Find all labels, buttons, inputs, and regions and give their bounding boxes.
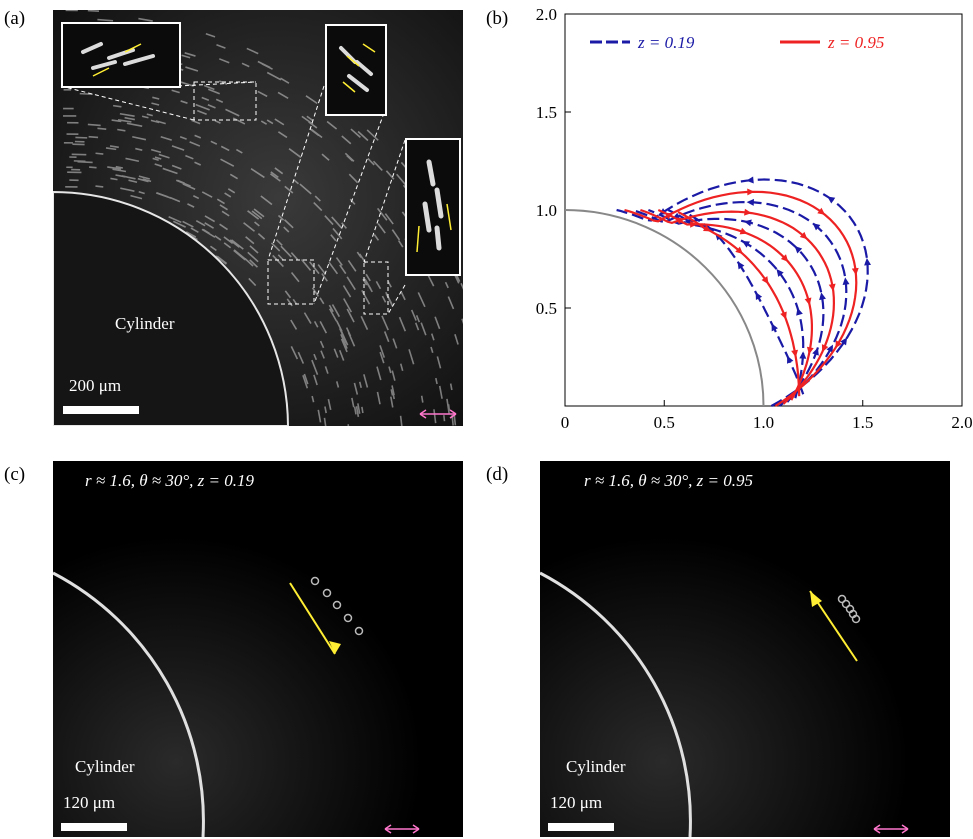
- panel-c-velocity-arrow: [289, 582, 336, 655]
- series-0-loop-4-arrowhead: [737, 261, 745, 270]
- series-0-loop-3-arrowhead: [799, 351, 807, 359]
- x-tick-label: 2.0: [951, 413, 972, 432]
- panel-d-scale-label: 120 μm: [550, 793, 603, 812]
- series-0-loop-3-arrowhead: [776, 269, 784, 277]
- series-0-loop-4-arrowhead: [787, 355, 794, 364]
- series-1-loop-3-arrowhead: [791, 349, 799, 358]
- legend-label-0: z = 0.19: [637, 33, 695, 52]
- series-1-loop-0-arrowhead: [747, 188, 755, 196]
- series-0-loop-2-arrowhead: [812, 347, 819, 356]
- series-1-loop-0-arrowhead: [835, 340, 842, 349]
- x-tick-label: 0.5: [654, 413, 675, 432]
- series-1-loop-3-arrowhead: [735, 246, 743, 255]
- panel-c-condition: r ≈ 1.6, θ ≈ 30°, z = 0.19: [85, 471, 255, 490]
- y-tick-label: 2.0: [536, 5, 557, 24]
- series-0-loop-0-arrowhead: [864, 258, 872, 266]
- series-0-loop-3-arrowhead: [742, 240, 751, 248]
- series-1-loop-3: [677, 211, 801, 397]
- panel-a-cylinder-label: Cylinder: [115, 314, 175, 333]
- panel-b-label: (b): [486, 8, 509, 29]
- panel-d-particle-trace: [837, 594, 861, 624]
- series-0-loop-0-arrowhead: [746, 176, 754, 184]
- series-1-loop-1-arrowhead: [828, 283, 836, 292]
- series-0-loop-0-arrowhead: [840, 337, 848, 346]
- panel-a-inset-2: [325, 24, 387, 116]
- panel-d-scale-bar: [548, 823, 614, 831]
- series-0-loop-2-arrowhead: [794, 245, 803, 254]
- panel-c-particle-trace: [310, 576, 364, 636]
- series-0-loop-0-arrowhead: [827, 196, 836, 204]
- series-0-loop-2-arrowhead: [743, 219, 752, 227]
- y-tick-label: 1.5: [536, 103, 557, 122]
- series-1-loop-3-arrowhead: [780, 311, 787, 320]
- series-1-loop-2-arrowhead: [739, 227, 748, 235]
- series-1-loop-2-arrowhead: [780, 254, 789, 262]
- series-0-loop-4-arrowhead: [771, 323, 778, 332]
- series-0-loop-2-arrowhead: [819, 292, 826, 301]
- panel-a-scale-label: 200 μm: [69, 376, 122, 395]
- panel-b-chart: 0 0.5 1.0 1.5 2.0 0.5 1.0 1.5 2.0 z = 0.19 z = 0.9…: [536, 5, 973, 432]
- series-1-loop-3-arrowhead: [761, 276, 769, 285]
- panel-c-scale-bar: [61, 823, 127, 831]
- y-tick-label: 0.5: [536, 299, 557, 318]
- series-0-loop-0: [616, 178, 869, 407]
- series-1-loop-0-arrowhead: [851, 267, 859, 276]
- series-0-loop-1-arrowhead: [812, 223, 821, 231]
- x-tick-label: 1.5: [852, 413, 873, 432]
- series-1-loop-3-arrowhead: [703, 224, 712, 232]
- x-tick-label: 0: [561, 413, 570, 432]
- series-0-loop-3-arrowhead: [796, 307, 803, 316]
- series-1-loop-2-arrowhead: [804, 297, 812, 306]
- y-tick-label: 1.0: [536, 201, 557, 220]
- series-0-loop-4-arrowhead: [755, 292, 763, 301]
- legend-label-1: z = 0.95: [827, 33, 884, 52]
- panel-d-cylinder-outline: [540, 571, 692, 837]
- panel-a-scale-bar: [63, 406, 139, 414]
- panel-a-label: (a): [4, 8, 26, 29]
- series-1-loop-1-arrowhead: [744, 208, 752, 216]
- series-0-loop-1-arrowhead: [746, 198, 754, 206]
- series-1-loop-2-arrowhead: [690, 220, 698, 228]
- series-1-loop-0: [624, 190, 858, 407]
- series-0-loop-4: [687, 212, 805, 395]
- panel-a-inset-1: [61, 22, 181, 88]
- panel-c-cylinder-outline: [53, 571, 205, 837]
- series-1-loop-0-arrowhead: [817, 207, 826, 215]
- chart-b-cylinder: [564, 209, 765, 407]
- panel-c-scale-label: 120 μm: [63, 793, 116, 812]
- panel-a-inset-3: [405, 138, 461, 276]
- panel-c-micrograph: r ≈ 1.6, θ ≈ 30°, z = 0.19 Cylinder 120 …: [53, 461, 463, 837]
- panel-d-micrograph: r ≈ 1.6, θ ≈ 30°, z = 0.95 Cylinder 120 …: [540, 461, 950, 837]
- series-1-loop-1-arrowhead: [799, 231, 808, 240]
- panel-a-cylinder-outline: [53, 190, 290, 426]
- series-1-loop-1: [640, 208, 836, 405]
- panel-c-cylinder-label: Cylinder: [75, 757, 135, 776]
- panel-d-cylinder-label: Cylinder: [566, 757, 626, 776]
- panel-a-micrograph: Cylinder 200 μm: [53, 10, 463, 426]
- series-1-loop-1-arrowhead: [821, 344, 829, 353]
- panel-a-streaks: [53, 10, 463, 426]
- panel-a-flow-direction-icon: [419, 409, 457, 419]
- x-tick-label: 1.0: [753, 413, 774, 432]
- series-0-loop-1-arrowhead: [826, 344, 833, 353]
- panel-d-label: (d): [486, 464, 509, 485]
- series-0-loop-1-arrowhead: [842, 277, 850, 286]
- panel-c-label: (c): [4, 464, 26, 485]
- series-1-loop-2-arrowhead: [806, 346, 814, 355]
- panel-d-condition: r ≈ 1.6, θ ≈ 30°, z = 0.95: [584, 471, 754, 490]
